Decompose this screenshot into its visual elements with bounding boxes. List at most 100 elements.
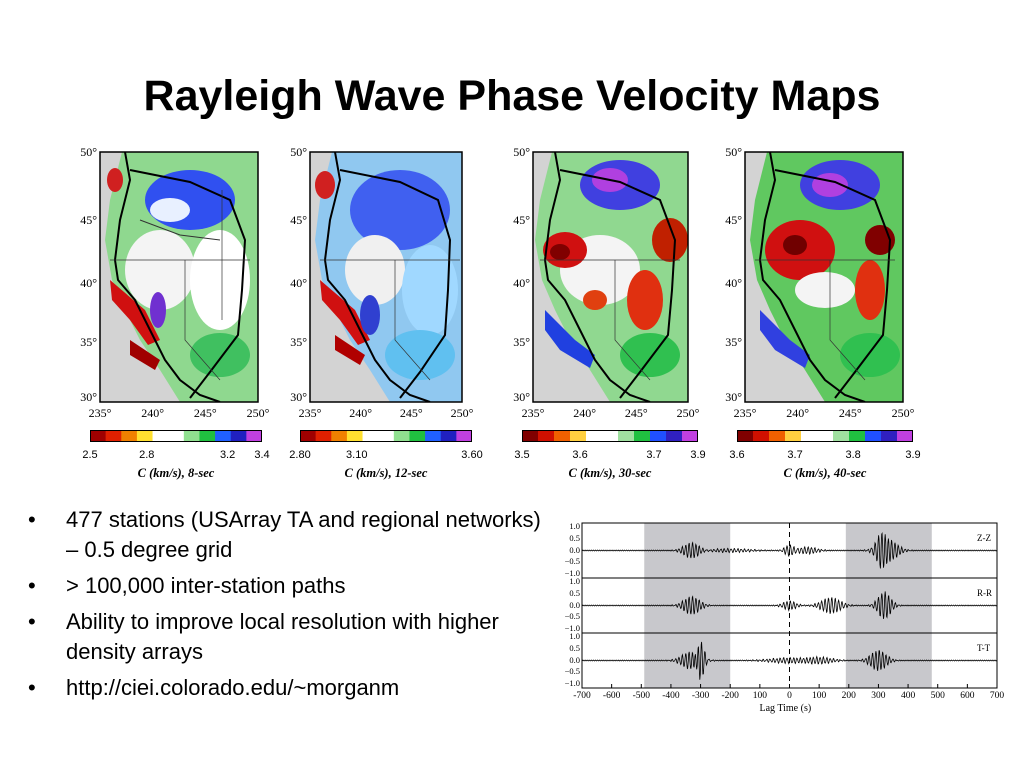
longitude-label: 250° xyxy=(891,406,915,420)
colorbar-segment xyxy=(105,430,122,442)
colorbar-tick-label: 3.9 xyxy=(905,449,921,461)
latitude-label: 50° xyxy=(80,145,97,159)
y-tick-label: −1.0 xyxy=(564,622,580,633)
y-tick-label: 0.0 xyxy=(569,544,580,555)
x-tick-label: -200 xyxy=(721,691,739,701)
colorbar-segment xyxy=(753,430,770,442)
colorbar-segment xyxy=(456,430,472,442)
list-item: • > 100,000 inter-station paths xyxy=(28,571,558,601)
colorbar-caption: C (km/s), 12-sec xyxy=(344,466,428,480)
component-label: R-R xyxy=(977,588,993,598)
colorbar xyxy=(522,430,698,442)
colorbar-frame xyxy=(300,430,472,442)
x-tick-label: 600 xyxy=(960,691,975,701)
colorbar-segment xyxy=(315,430,332,442)
x-tick-label: 700 xyxy=(989,691,1005,701)
colorbar-tick-label: 2.5 xyxy=(82,449,98,461)
colorbar-segment xyxy=(737,430,754,442)
colorbar-segment xyxy=(168,430,185,442)
x-tick-label: 400 xyxy=(900,691,916,701)
colorbar-segment xyxy=(833,430,850,442)
waveform-trace xyxy=(581,641,998,680)
longitude-label: 235° xyxy=(88,406,112,420)
x-tick-label: 100 xyxy=(812,691,827,701)
x-tick-label: 300 xyxy=(871,691,886,701)
colorbar-segment xyxy=(666,430,683,442)
colorbar-segment xyxy=(522,430,539,442)
y-tick-label: −0.5 xyxy=(564,666,580,677)
y-tick-label: −1.0 xyxy=(564,677,580,688)
colorbar-segment xyxy=(897,430,913,442)
y-tick-label: −0.5 xyxy=(564,556,580,567)
bullet-icon: • xyxy=(28,573,36,598)
list-item: • 477 stations (USArray TA and regional n… xyxy=(28,505,558,565)
y-tick-label: 1.0 xyxy=(569,521,580,532)
colorbar-segment xyxy=(215,430,232,442)
y-tick-label: 0.5 xyxy=(569,532,580,543)
colorbar-tick-label: 2.8 xyxy=(139,449,155,461)
colorbar-segment xyxy=(881,430,898,442)
longitude-label: 245° xyxy=(193,406,217,420)
component-label: T-T xyxy=(977,643,991,653)
longitude-label: 245° xyxy=(399,406,423,420)
velocity-map-40sec xyxy=(715,140,945,490)
colorbar-segment xyxy=(769,430,786,442)
x-tick-label: 0 xyxy=(787,691,792,701)
y-tick-label: −0.5 xyxy=(564,611,580,622)
latitude-label: 30° xyxy=(513,390,530,404)
cross-correlation-waveforms: 1.0 0.5 0.0 −0.5 −1.0 Z-Z 1.0 0.5 0.0 −0.5 −1.0 R-R… xyxy=(560,520,1012,735)
colorbar-caption: C (km/s), 30-sec xyxy=(568,466,652,480)
y-tick-label: −1.0 xyxy=(564,567,580,578)
colorbar-segment xyxy=(378,430,395,442)
colorbar-tick-label: 3.8 xyxy=(845,449,861,461)
x-tick-label: -700 xyxy=(573,691,591,701)
colorbar-tick-label: 3.9 xyxy=(690,449,706,461)
list-item: • Ability to improve local resolution wit… xyxy=(28,607,558,667)
latitude-label: 40° xyxy=(80,276,97,290)
latitude-label: 45° xyxy=(290,213,307,227)
colorbar-segment xyxy=(801,430,818,442)
y-tick-label: 0.5 xyxy=(569,587,580,598)
velocity-map-30sec xyxy=(500,140,730,490)
colorbar xyxy=(90,430,262,442)
longitude-label: 245° xyxy=(838,406,862,420)
colorbar-segment xyxy=(425,430,442,442)
colorbar-segment xyxy=(409,430,426,442)
colorbar-segment xyxy=(440,430,457,442)
colorbar-segment xyxy=(230,430,247,442)
x-axis-title: Lag Time (s) xyxy=(759,703,812,714)
longitude-label: 240° xyxy=(573,406,597,420)
longitude-label: 235° xyxy=(298,406,322,420)
velocity-map-12sec xyxy=(280,140,510,490)
longitude-label: 235° xyxy=(521,406,545,420)
colorbar-segment xyxy=(331,430,348,442)
latitude-label: 50° xyxy=(290,145,307,159)
latitude-label: 45° xyxy=(725,213,742,227)
latitude-label: 35° xyxy=(80,335,97,349)
y-tick-label: 1.0 xyxy=(569,576,580,587)
colorbar-segment xyxy=(346,430,364,442)
colorbar-frame xyxy=(737,430,913,442)
colorbar-tick-label: 3.4 xyxy=(254,449,270,461)
colorbar-segment xyxy=(602,430,619,442)
colorbar-segment xyxy=(817,430,834,442)
colorbar-tick-label: 3.60 xyxy=(461,449,483,461)
colorbar-caption: C (km/s), 40-sec xyxy=(783,466,867,480)
map-image xyxy=(309,151,463,403)
colorbar-tick-label: 3.7 xyxy=(646,449,662,461)
y-tick-label: 0.0 xyxy=(569,599,580,610)
colorbar-segment xyxy=(362,430,379,442)
colorbar-segment xyxy=(570,430,587,442)
colorbar-segment xyxy=(650,430,667,442)
latitude-label: 50° xyxy=(513,145,530,159)
colorbar-segment xyxy=(246,430,262,442)
latitude-label: 50° xyxy=(725,145,742,159)
colorbar-segment xyxy=(393,430,410,442)
y-tick-label: 1.0 xyxy=(569,631,580,642)
latitude-label: 45° xyxy=(513,213,530,227)
colorbar-segment xyxy=(300,430,317,442)
colorbar-segment xyxy=(183,430,200,442)
latitude-label: 30° xyxy=(80,390,97,404)
x-tick-label: 200 xyxy=(841,691,856,701)
bullet-icon: • xyxy=(28,507,36,532)
